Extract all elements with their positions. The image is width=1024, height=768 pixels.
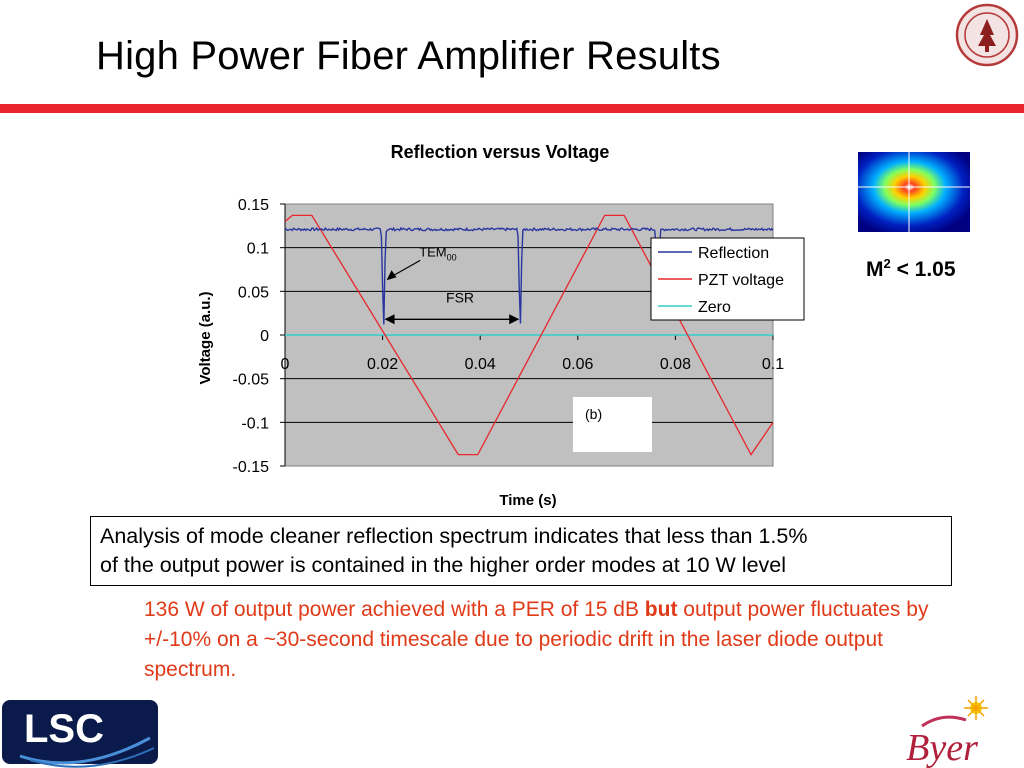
stanford-seal-icon	[955, 3, 1019, 67]
annotation-fsr: FSR	[446, 290, 474, 306]
chart-title: Reflection versus Voltage	[391, 142, 610, 162]
x-tick-label: 0.02	[367, 356, 398, 373]
x-tick-label: 0	[281, 356, 290, 373]
fsr-arrow-head-left	[384, 314, 395, 325]
title-divider	[0, 104, 1024, 113]
y-axis-label: Voltage (a.u.)	[197, 291, 214, 384]
beam-quality-label: M2 < 1.05	[866, 256, 956, 282]
y-tick-label: -0.15	[233, 459, 270, 476]
y-tick-label: 0	[260, 328, 269, 345]
y-axis: 0.15 0.1 0.05 0 -0.05 -0.1 -0.15	[233, 197, 286, 476]
series-reflection-line	[284, 226, 774, 325]
annotation-b: (b)	[585, 406, 602, 422]
y-tick-label: -0.1	[241, 415, 269, 432]
result-text-part2: output power fluctuates by +/-10% on a ~…	[144, 598, 929, 681]
m2-exponent: 2	[883, 256, 891, 271]
lsc-logo-text: LSC	[24, 707, 104, 751]
x-axis-label: Time (s)	[499, 492, 556, 509]
byer-logo-text: Byer	[906, 727, 978, 768]
result-text-bold: but	[644, 598, 678, 621]
result-text-part1: 136 W of output power achieved with a PE…	[144, 598, 645, 621]
lsc-logo: LSC	[2, 700, 158, 768]
x-tick-label: 0.08	[660, 356, 691, 373]
legend-entry: Reflection	[698, 245, 769, 262]
slide-title: High Power Fiber Amplifier Results	[96, 34, 721, 78]
annotation-tem-subscript: 00	[447, 252, 457, 262]
y-tick-label: -0.05	[233, 372, 270, 389]
byer-logo: Byer	[906, 696, 988, 768]
y-tick-label: 0.1	[247, 241, 269, 258]
beam-profile-image	[858, 152, 970, 232]
series-layer	[284, 214, 774, 456]
annotation-b-box	[573, 397, 652, 452]
m2-symbol: M	[866, 258, 884, 281]
y-tick-label: 0.15	[238, 197, 269, 214]
legend-entry: PZT voltage	[698, 272, 784, 289]
legend: Reflection PZT voltage Zero	[650, 237, 805, 321]
x-tick-label: 0.06	[562, 356, 593, 373]
fsr-arrow-head-right	[509, 314, 520, 325]
x-tick-label: 0.04	[465, 356, 496, 373]
m2-value: < 1.05	[890, 258, 956, 281]
analysis-line-2: of the output power is contained in the …	[100, 553, 787, 577]
analysis-box: Analysis of mode cleaner reflection spec…	[90, 516, 952, 586]
tem-arrow-head	[386, 270, 397, 281]
x-tick-label: 0.1	[762, 356, 784, 373]
series-pzt-voltage-line	[284, 214, 774, 456]
y-tick-label: 0.05	[238, 284, 269, 301]
result-text: 136 W of output power achieved with a PE…	[144, 595, 974, 685]
analysis-line-1: Analysis of mode cleaner reflection spec…	[100, 524, 808, 548]
legend-entry: Zero	[698, 299, 731, 316]
